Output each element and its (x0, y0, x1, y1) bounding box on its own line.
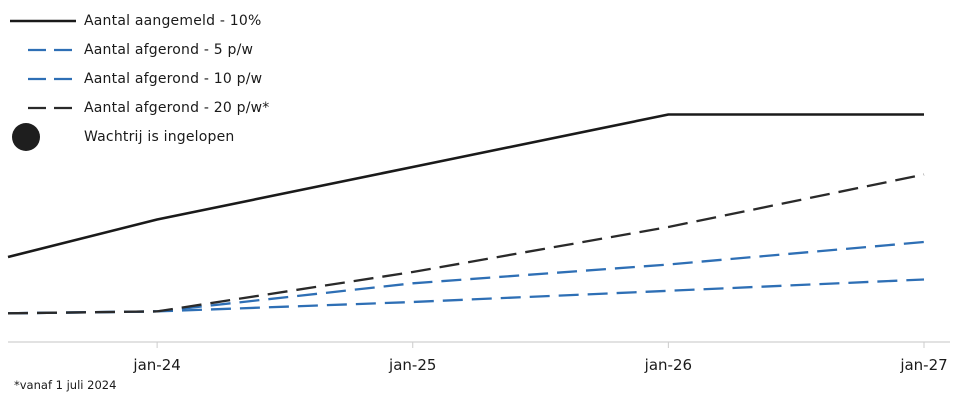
legend-item-afgerond-5: Aantal afgerond - 5 p/w (8, 35, 270, 64)
legend-swatch-dashed-blue (28, 77, 76, 80)
legend-label: Aantal afgerond - 10 p/w (84, 70, 263, 87)
legend-label: Aantal afgerond - 5 p/w (84, 41, 254, 58)
x-tick-label: jan-25 (388, 356, 436, 374)
series-line-2 (7, 240, 925, 315)
legend-label: Wachtrij is ingelopen (84, 128, 235, 145)
x-tick-label: jan-26 (644, 356, 692, 374)
legend-swatch-dashed-dark (28, 106, 76, 109)
x-tick-label: jan-27 (899, 356, 947, 374)
series-line-3 (7, 173, 925, 315)
x-tick-label: jan-24 (132, 356, 180, 374)
legend-label: Aantal afgerond - 20 p/w* (84, 99, 270, 116)
legend-item-aangemeld: Aantal aangemeld - 10% (8, 6, 270, 35)
series-line-0 (7, 113, 924, 259)
legend-item-wachtrij: Wachtrij is ingelopen (8, 122, 270, 151)
legend-label: Aantal aangemeld - 10% (84, 12, 262, 29)
footnote: *vanaf 1 juli 2024 (14, 378, 117, 392)
legend-item-afgerond-10: Aantal afgerond - 10 p/w (8, 64, 270, 93)
series-line-1 (7, 278, 925, 315)
legend-item-afgerond-20: Aantal afgerond - 20 p/w* (8, 93, 270, 122)
legend-swatch-dashed-blue (28, 48, 76, 51)
queue-marker-icon (12, 122, 40, 151)
legend: Aantal aangemeld - 10% Aantal afgerond -… (8, 6, 270, 151)
legend-swatch-solid (10, 19, 76, 22)
